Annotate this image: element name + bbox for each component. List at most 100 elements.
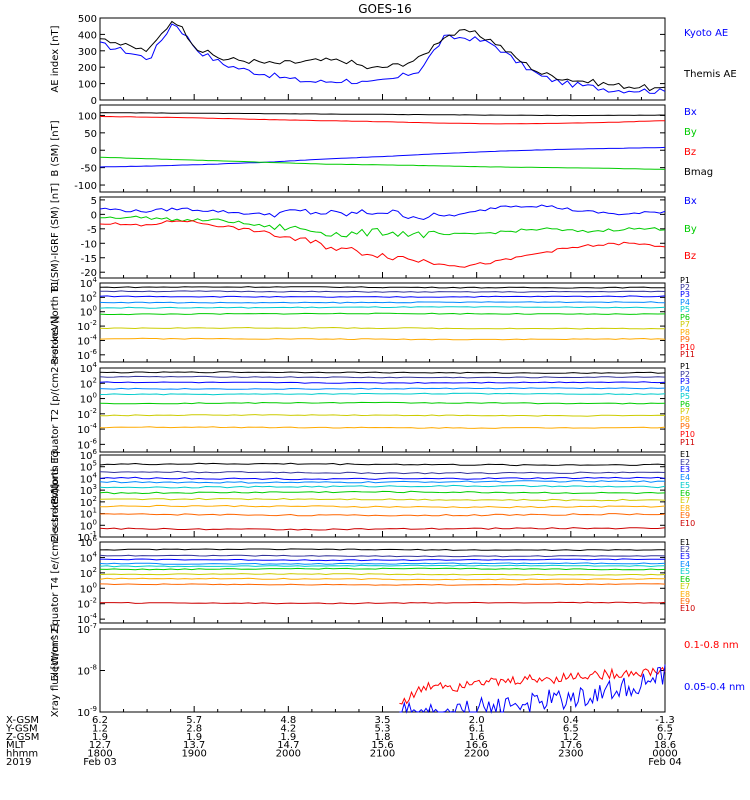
y-tick-label: 100	[78, 80, 97, 91]
x-axis-value: 1.9	[186, 732, 202, 743]
series-line-Bz	[99, 115, 666, 125]
panel-3: 5 0 -5 -10 -15 -20 B (SM)-IGRF (SM) [nT] Bx By Bz	[50, 183, 697, 292]
legend-entry: Kyoto AE	[684, 28, 728, 39]
y-tick-label: 100	[80, 392, 97, 406]
x-axis-row-label: Y-GSM	[5, 723, 38, 734]
series-line-P7	[99, 414, 666, 417]
x-axis-value: 1.2	[92, 723, 108, 734]
series-line-E5	[99, 564, 666, 568]
panel-frame	[99, 282, 666, 363]
series-line-Themis AE	[99, 20, 666, 92]
legend-entry: 0.05-0.4 nm	[684, 682, 745, 693]
legend-entry: E4	[680, 560, 690, 569]
x-axis-year: 2019	[6, 757, 31, 768]
series-line-Kyoto AE	[99, 23, 666, 94]
legend-entry: 0.1-0.8 nm	[684, 640, 739, 651]
x-axis-value: 4.8	[280, 715, 296, 726]
y-tick-label: 102	[80, 566, 97, 580]
legend-entry: P5	[680, 305, 690, 314]
series-line-E10	[99, 601, 666, 605]
x-axis-value: 2.8	[186, 723, 202, 734]
panel-frame	[99, 454, 666, 538]
legend-entry: By	[684, 224, 697, 235]
legend-entry: P3	[680, 290, 690, 299]
legend-entry: E4	[680, 473, 690, 482]
legend-entry: E5	[680, 481, 690, 490]
legend-entry: E9	[680, 511, 690, 520]
x-axis-row-label: Z-GSM	[6, 732, 39, 743]
legend-entry: Bz	[684, 147, 696, 158]
legend-entry: P4	[680, 298, 690, 307]
x-axis-value: 0.4	[563, 715, 579, 726]
series-line-P5	[99, 306, 666, 309]
y-tick-label: 102	[80, 376, 97, 390]
y-axis-label: Protons Equator T2 [p/(cm2-s-sr-keV)]	[50, 315, 61, 504]
series-line-E4	[99, 562, 666, 565]
series-line-E9	[99, 583, 666, 586]
legend-entry: E5	[680, 567, 690, 576]
legend-entry: P2	[680, 370, 690, 379]
x-axis-value: 3.5	[375, 715, 391, 726]
x-axis-value: 17.6	[560, 740, 582, 751]
y-tick-label: -20	[81, 268, 97, 279]
series-line-E3	[99, 476, 666, 481]
series-line-E9	[99, 513, 666, 517]
y-tick-label: 100	[78, 111, 97, 122]
series-line-Bx	[99, 204, 666, 221]
legend-entry: E1	[680, 450, 690, 459]
series-line-P8	[99, 426, 666, 429]
legend-entry: P9	[680, 422, 690, 431]
series-line-E1	[99, 462, 666, 467]
x-axis-row-label: MLT	[6, 740, 26, 751]
y-tick-label: 10-4	[77, 333, 97, 347]
x-axis-row-label: X-GSM	[6, 715, 39, 726]
legend-entry: Bx	[684, 196, 697, 207]
x-axis-date-end: Feb 04	[648, 757, 682, 768]
y-axis-label: AE index [nT]	[50, 25, 61, 92]
y-tick-label: -10	[81, 239, 97, 250]
legend-entry: Bz	[684, 251, 696, 262]
series-line-P4	[99, 301, 666, 304]
legend-entry: P6	[680, 400, 690, 409]
y-tick-label: 50	[84, 129, 97, 140]
series-line-P5	[99, 392, 666, 396]
y-tick-label: -5	[87, 225, 97, 236]
legend-entry: E6	[680, 575, 690, 584]
legend-entry: P7	[680, 320, 690, 329]
x-axis-value: 14.7	[277, 740, 299, 751]
legend-entry: E1	[680, 538, 690, 547]
y-tick-label: 106	[80, 535, 98, 549]
x-axis-value: 1900	[181, 749, 206, 760]
y-tick-label: 10-2	[77, 319, 97, 333]
x-axis-value: 6.5	[657, 723, 673, 734]
y-axis-label: B (SM)-IGRF (SM) [nT]	[50, 183, 61, 292]
y-tick-label: -15	[81, 254, 97, 265]
x-axis-row-label: hhmm	[6, 749, 38, 760]
x-axis-value: 2.0	[469, 715, 485, 726]
y-tick-label: 102	[80, 290, 97, 304]
y-tick-label: 200	[78, 63, 97, 74]
legend-entry: By	[684, 127, 697, 138]
y-tick-label: 10-6	[77, 348, 97, 362]
y-tick-label: 100	[80, 305, 97, 319]
x-axis-value: 0.7	[657, 732, 673, 743]
legend-entry: Themis AE	[683, 69, 737, 80]
y-tick-label: 0	[91, 210, 97, 221]
x-axis-value: 15.6	[371, 740, 393, 751]
legend-entry: E3	[680, 552, 690, 561]
legend-entry: P11	[680, 438, 695, 447]
x-axis-value: 1.9	[92, 732, 108, 743]
legend-entry: E7	[680, 582, 690, 591]
legend-entry: P2	[680, 283, 690, 292]
y-axis-label: B (SM) [nT]	[50, 120, 61, 176]
y-tick-label: 104	[80, 276, 98, 290]
figure-title: GOES-16	[358, 2, 412, 16]
legend-entry: Bmag	[684, 167, 713, 178]
y-tick-label: 0	[91, 96, 97, 107]
x-axis-value: 6.1	[469, 723, 485, 734]
